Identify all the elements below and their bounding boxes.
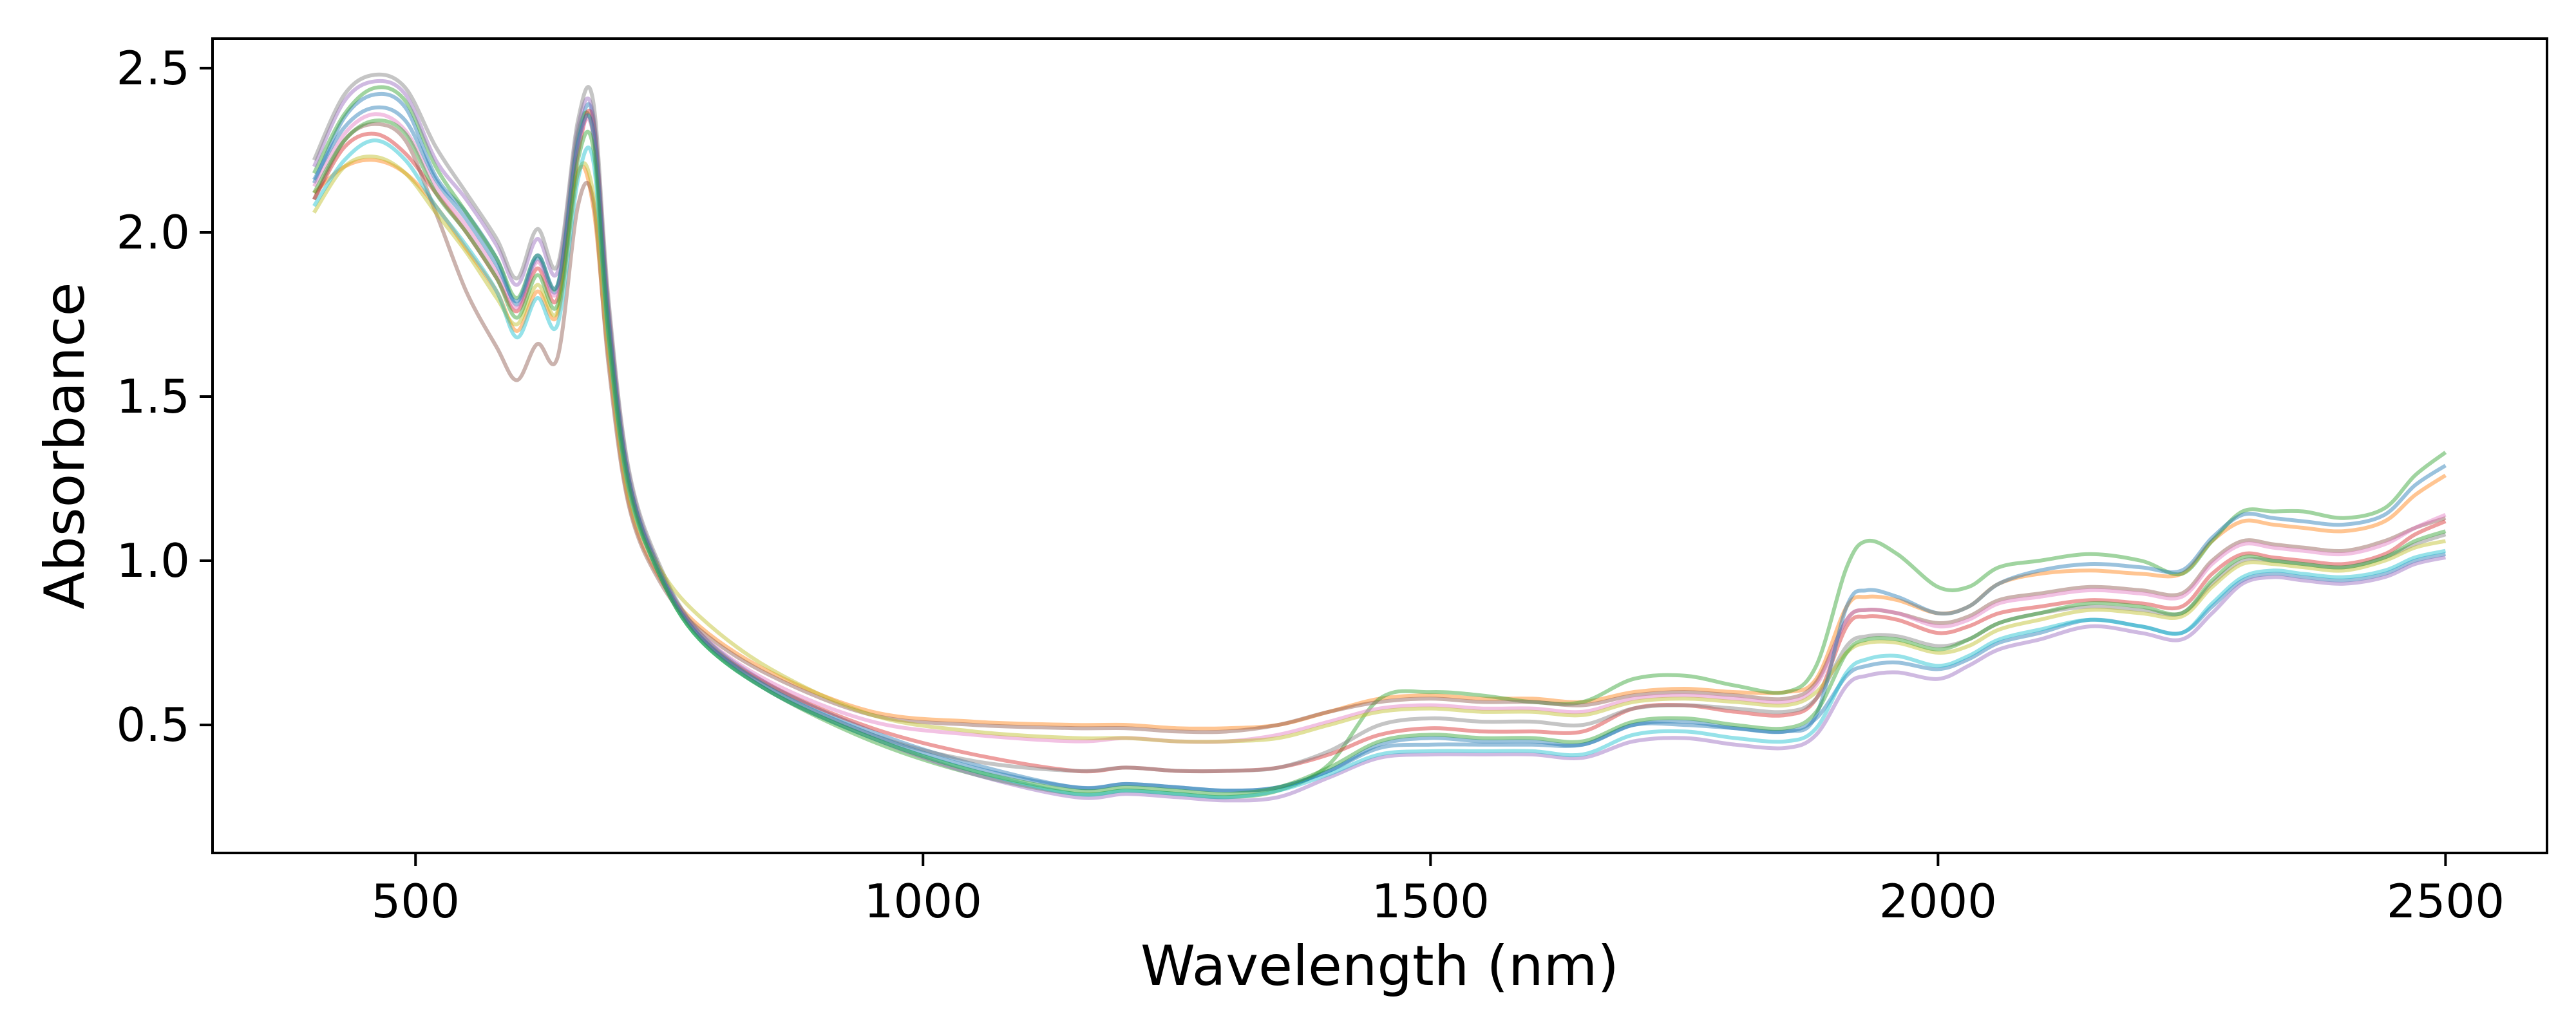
series-line-4 (312, 108, 2447, 774)
y-axis-title: Absorbance (33, 282, 97, 609)
series-line-6 (312, 122, 2447, 735)
x-tick-label: 1000 (864, 874, 982, 928)
x-tick-label: 500 (371, 874, 459, 928)
series-line-11 (312, 105, 2447, 793)
series-lines (312, 72, 2447, 803)
x-axis-ticks: 500 1000 1500 2000 2500 (371, 853, 2505, 928)
series-line-10 (312, 138, 2447, 800)
x-axis-title: Wavelength (nm) (1141, 934, 1619, 998)
series-line-9 (312, 154, 2447, 744)
x-tick-label: 2000 (1879, 874, 1997, 928)
y-tick-label: 2.5 (116, 41, 190, 95)
series-line-12 (312, 118, 2447, 796)
series-line-7 (312, 112, 2447, 744)
series-line-8 (312, 72, 2447, 774)
x-tick-label: 2500 (2387, 874, 2505, 928)
series-line-2 (312, 158, 2447, 731)
series-line-1 (312, 91, 2447, 793)
series-line-3 (312, 85, 2447, 800)
x-tick-label: 1500 (1372, 874, 1490, 928)
y-tick-label: 0.5 (116, 698, 190, 752)
series-line-5 (312, 79, 2447, 803)
y-tick-label: 1.0 (116, 534, 190, 588)
y-axis-ticks: 0.5 1.0 1.5 2.0 2.5 (116, 41, 213, 752)
y-tick-label: 1.5 (116, 370, 190, 424)
plot-frame (211, 37, 2548, 854)
y-tick-label: 2.0 (116, 205, 190, 259)
